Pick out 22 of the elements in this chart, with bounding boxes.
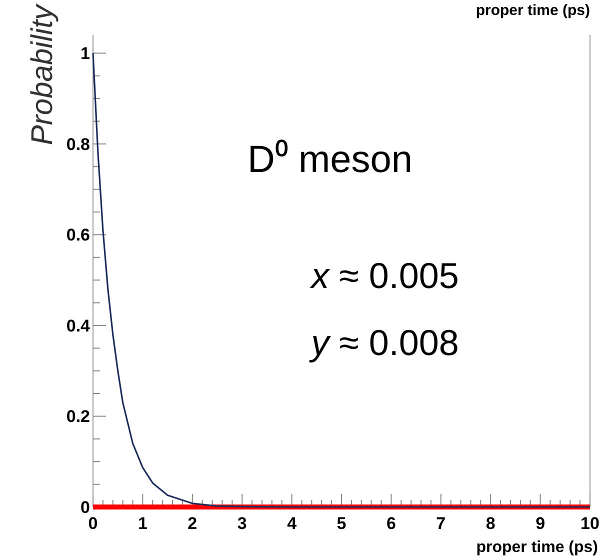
y-tick-label: 1	[80, 44, 90, 64]
x-tick-label: 1	[138, 514, 148, 533]
x-tick-label: 5	[336, 514, 346, 533]
x-tick-label: 2	[188, 514, 198, 533]
y-tick-label: 0.4	[66, 316, 91, 336]
x-tick-label: 4	[287, 514, 298, 533]
text: proper time (ps)	[476, 2, 590, 19]
annotation: D⁰ meson	[247, 139, 413, 181]
y-tick-label: 0.8	[66, 134, 90, 154]
x-tick-label: 6	[386, 514, 396, 533]
y-tick-label: 0.6	[66, 226, 90, 245]
x-tick-label: 3	[237, 514, 247, 533]
y-tick-label: 0	[80, 498, 90, 517]
x-tick-label: 7	[436, 514, 446, 533]
annotation: x ≈ 0.005	[309, 255, 459, 296]
x-axis-title: proper time (ps)	[476, 539, 598, 556]
annotation: y ≈ 0.008	[308, 322, 459, 363]
x-tick-label: 9	[536, 514, 546, 533]
y-tick-label: 0.2	[66, 407, 90, 426]
y-axis-title: Probability	[26, 3, 59, 146]
x-tick-label: 10	[580, 514, 600, 533]
x-tick-label: 8	[486, 514, 496, 533]
